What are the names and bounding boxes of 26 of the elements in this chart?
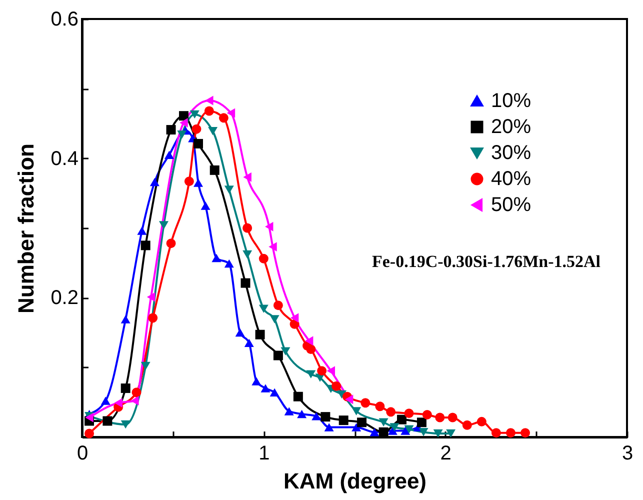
legend-label: 20%: [491, 116, 532, 138]
y-axis-title: Number fraction: [14, 144, 39, 314]
y-tick-label: 0.4: [50, 148, 78, 170]
legend-label: 10%: [491, 90, 532, 112]
point: [84, 428, 94, 438]
point: [194, 178, 204, 187]
point: [194, 138, 204, 148]
y-tick-label: 0.2: [50, 287, 78, 310]
x-tick-label: 1: [258, 442, 270, 464]
point: [120, 383, 130, 393]
x-tick-label: 0: [76, 442, 88, 464]
legend-label: 40%: [491, 168, 532, 190]
point: [178, 111, 188, 121]
point: [520, 428, 530, 438]
y-tick-label: 0.6: [50, 8, 78, 30]
x-tick-label: 2: [440, 442, 452, 464]
point: [357, 418, 367, 428]
legend-label: 30%: [491, 142, 532, 164]
x-axis-title: KAM (degree): [283, 468, 427, 494]
legend-label: 50%: [491, 194, 532, 216]
x-tick-label: 3: [622, 442, 634, 464]
point: [506, 428, 516, 438]
annotation: Fe-0.19C-0.30Si-1.76Mn-1.52Al: [372, 252, 601, 271]
point: [130, 396, 139, 406]
point: [166, 125, 176, 135]
point: [396, 414, 406, 424]
